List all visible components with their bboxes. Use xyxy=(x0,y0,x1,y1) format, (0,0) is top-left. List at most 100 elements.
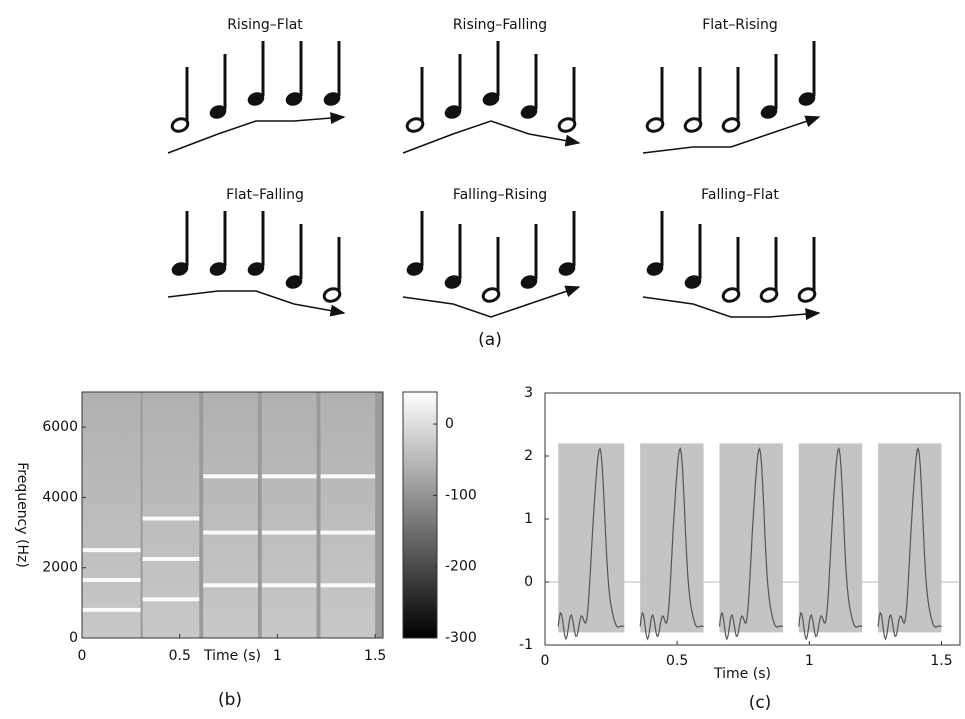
waveform-segment xyxy=(558,443,625,633)
note-head xyxy=(170,117,190,133)
harmonic-band xyxy=(142,516,200,521)
x-tick-label: 1.5 xyxy=(930,653,952,669)
y-tick-label: 2 xyxy=(524,448,533,464)
note-head xyxy=(171,262,189,276)
note-head xyxy=(285,92,303,106)
envelope xyxy=(877,447,942,641)
pattern-label: Flat–Rising xyxy=(702,17,778,33)
note-head xyxy=(482,92,500,106)
pattern-label: Falling–Rising xyxy=(453,187,547,203)
note-head xyxy=(759,287,779,303)
waveform-segment xyxy=(798,443,863,633)
note-segment xyxy=(203,392,258,638)
note-head xyxy=(209,262,227,276)
colorbar-tick-label: 0 xyxy=(445,416,454,432)
y-tick-label: 0 xyxy=(69,630,78,646)
colorbar xyxy=(402,391,438,639)
y-tick-label: 1 xyxy=(524,511,533,527)
harmonic-band xyxy=(82,578,141,583)
harmonic-band xyxy=(261,583,317,588)
axes-frame xyxy=(81,391,384,639)
waveform-segment xyxy=(640,443,704,633)
caption: (a) xyxy=(478,330,502,350)
x-axis-label: Time (s) xyxy=(713,666,771,682)
contour-arrow xyxy=(402,285,581,318)
pattern-label: Falling–Flat xyxy=(701,187,779,203)
waveform-segment xyxy=(878,443,942,633)
harmonic-band xyxy=(203,583,258,588)
envelope xyxy=(557,447,625,641)
caption: (b) xyxy=(218,690,242,710)
x-tick-label: 0 xyxy=(541,653,550,669)
colorbar-tick-label: -300 xyxy=(445,630,477,646)
note-head xyxy=(684,275,702,289)
note-head xyxy=(797,287,817,303)
note-head xyxy=(444,275,462,289)
harmonic-band xyxy=(203,474,258,479)
envelope xyxy=(639,447,704,641)
contour-arrow xyxy=(402,120,581,154)
contour-arrow xyxy=(167,112,346,154)
note-head xyxy=(285,275,303,289)
colorbar-tick-label: -200 xyxy=(445,559,477,575)
harmonic-band xyxy=(203,530,258,535)
harmonic-band xyxy=(320,474,376,479)
envelope xyxy=(798,447,863,641)
harmonic-band xyxy=(261,474,317,479)
x-tick-label: 1 xyxy=(805,653,814,669)
y-tick-label: -1 xyxy=(519,637,533,653)
note-head xyxy=(322,287,342,303)
note-segment xyxy=(320,392,376,638)
note-head xyxy=(209,105,227,119)
note-head xyxy=(481,287,501,303)
y-axis-label: Frequency (Hz) xyxy=(14,462,30,568)
note-head xyxy=(247,262,265,276)
x-axis-label: Time (s) xyxy=(203,648,261,664)
note-segment xyxy=(142,392,200,638)
y-tick-label: 3 xyxy=(524,385,533,401)
y-tick-label: 6000 xyxy=(42,419,78,435)
note-head xyxy=(557,117,577,133)
caption: (c) xyxy=(749,693,772,713)
note-head xyxy=(645,117,665,133)
contour-arrow xyxy=(642,115,821,154)
x-tick-label: 1 xyxy=(273,648,282,664)
note-head xyxy=(683,117,703,133)
y-tick-label: 2000 xyxy=(42,560,78,576)
note-head xyxy=(444,105,462,119)
note-head xyxy=(646,262,664,276)
y-tick-label: 0 xyxy=(524,574,533,590)
envelope xyxy=(718,447,784,641)
harmonic-band xyxy=(142,556,200,561)
note-head xyxy=(323,92,341,106)
harmonic-band xyxy=(142,597,200,602)
note-head xyxy=(520,275,538,289)
harmonic-band xyxy=(82,607,141,612)
contour-arrow xyxy=(167,290,346,317)
harmonic-band xyxy=(261,530,317,535)
note-head xyxy=(406,262,424,276)
pattern-label: Flat–Falling xyxy=(226,187,304,203)
harmonic-band xyxy=(320,530,376,535)
x-tick-label: 1.5 xyxy=(364,648,386,664)
note-head xyxy=(405,117,425,133)
note-head xyxy=(558,262,576,276)
contour-arrow xyxy=(642,296,821,321)
note-segment xyxy=(261,392,317,638)
note-segment xyxy=(82,392,141,638)
pattern-label: Rising–Flat xyxy=(227,17,303,33)
harmonic-band xyxy=(82,548,141,553)
harmonic-band xyxy=(320,583,376,588)
note-head xyxy=(520,105,538,119)
note-head xyxy=(247,92,265,106)
x-tick-label: 0 xyxy=(78,648,87,664)
x-tick-label: 0.5 xyxy=(666,653,688,669)
y-tick-label: 4000 xyxy=(42,489,78,505)
x-tick-label: 0.5 xyxy=(169,648,191,664)
waveform-segment xyxy=(719,443,783,633)
note-head xyxy=(798,92,816,106)
pattern-label: Rising–Falling xyxy=(453,17,547,33)
colorbar-tick-label: -100 xyxy=(445,487,477,503)
note-head xyxy=(760,105,778,119)
